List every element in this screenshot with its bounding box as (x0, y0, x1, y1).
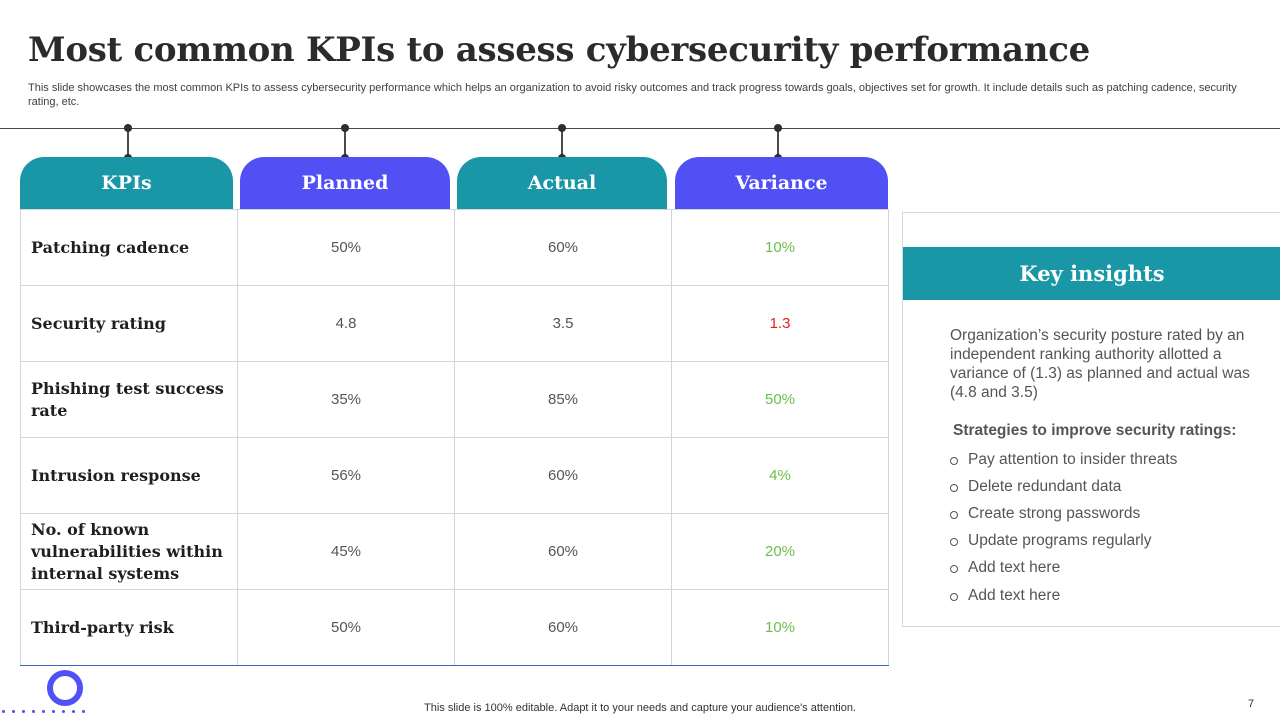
strategy-text: Create strong passwords (968, 504, 1141, 522)
connector-dot (124, 124, 132, 132)
table-row: Phishing test success rate 35% 85% 50% (20, 361, 889, 438)
list-item: Add text here (950, 555, 1177, 582)
variance-value: 20% (671, 513, 889, 590)
key-insights-panel: Key insights Organization’s security pos… (902, 212, 1280, 627)
list-item: Add text here (950, 582, 1177, 609)
list-item: Pay attention to insider threats (950, 446, 1177, 473)
kpi-name: Patching cadence (20, 209, 238, 286)
column-header-planned: Planned (240, 157, 450, 209)
kpi-name: Security rating (20, 285, 238, 362)
strategy-text: Add text here (968, 586, 1061, 604)
variance-value: 10% (671, 589, 889, 666)
decorative-ring-icon (47, 670, 83, 706)
circle-bullet-icon (950, 456, 958, 465)
connector-variance (777, 128, 779, 158)
footer-note: This slide is 100% editable. Adapt it to… (424, 702, 856, 714)
strategy-text: Add text here (968, 559, 1061, 577)
planned-value: 50% (237, 209, 455, 286)
actual-value: 60% (454, 209, 672, 286)
table-row: Intrusion response 56% 60% 4% (20, 437, 889, 514)
page-title: Most common KPIs to assess cybersecurity… (28, 30, 1090, 70)
table-row: Patching cadence 50% 60% 10% (20, 209, 889, 286)
variance-value: 4% (671, 437, 889, 514)
circle-bullet-icon (950, 538, 958, 547)
circle-bullet-icon (950, 510, 958, 519)
kpi-name: No. of known vulnerabilities within inte… (20, 513, 238, 590)
timeline-divider (0, 128, 1280, 129)
connector-kpis (127, 128, 129, 158)
circle-bullet-icon (950, 565, 958, 574)
planned-value: 4.8 (237, 285, 455, 362)
connector-dot (774, 124, 782, 132)
page-description: This slide showcases the most common KPI… (28, 82, 1237, 108)
strategy-text: Pay attention to insider threats (968, 450, 1178, 468)
planned-value: 35% (237, 361, 455, 438)
actual-value: 60% (454, 589, 672, 666)
actual-value: 60% (454, 513, 672, 590)
column-header-kpis: KPIs (20, 157, 233, 209)
list-item: Update programs regularly (950, 528, 1177, 555)
actual-value: 3.5 (454, 285, 672, 362)
list-item: Delete redundant data (950, 473, 1177, 500)
variance-value: 50% (671, 361, 889, 438)
list-item: Create strong passwords (950, 500, 1177, 527)
column-header-actual: Actual (457, 157, 667, 209)
column-header-variance: Variance (675, 157, 888, 209)
kpi-name: Phishing test success rate (20, 361, 238, 438)
strategy-text: Update programs regularly (968, 532, 1152, 550)
table-row: Security rating 4.8 3.5 1.3 (20, 285, 889, 362)
kpi-name: Third-party risk (20, 589, 238, 666)
kpi-table: Patching cadence 50% 60% 10% Security ra… (20, 209, 889, 666)
key-insights-title: Key insights (903, 247, 1280, 300)
page-number: 7 (1248, 698, 1255, 710)
actual-value: 85% (454, 361, 672, 438)
key-insights-paragraph: Organization’s security posture rated by… (950, 327, 1250, 401)
variance-value: 10% (671, 209, 889, 286)
connector-dot (558, 124, 566, 132)
strategy-list: Pay attention to insider threats Delete … (950, 446, 1177, 609)
strategies-title: Strategies to improve security ratings: (953, 422, 1237, 439)
decorative-dots (0, 710, 90, 720)
connector-actual (561, 128, 563, 158)
table-row: No. of known vulnerabilities within inte… (20, 513, 889, 590)
actual-value: 60% (454, 437, 672, 514)
table-row: Third-party risk 50% 60% 10% (20, 589, 889, 666)
kpi-name: Intrusion response (20, 437, 238, 514)
strategy-text: Delete redundant data (968, 477, 1122, 495)
variance-value: 1.3 (671, 285, 889, 362)
planned-value: 50% (237, 589, 455, 666)
circle-bullet-icon (950, 592, 958, 601)
planned-value: 56% (237, 437, 455, 514)
connector-planned (344, 128, 346, 158)
connector-dot (341, 124, 349, 132)
planned-value: 45% (237, 513, 455, 590)
circle-bullet-icon (950, 483, 958, 492)
